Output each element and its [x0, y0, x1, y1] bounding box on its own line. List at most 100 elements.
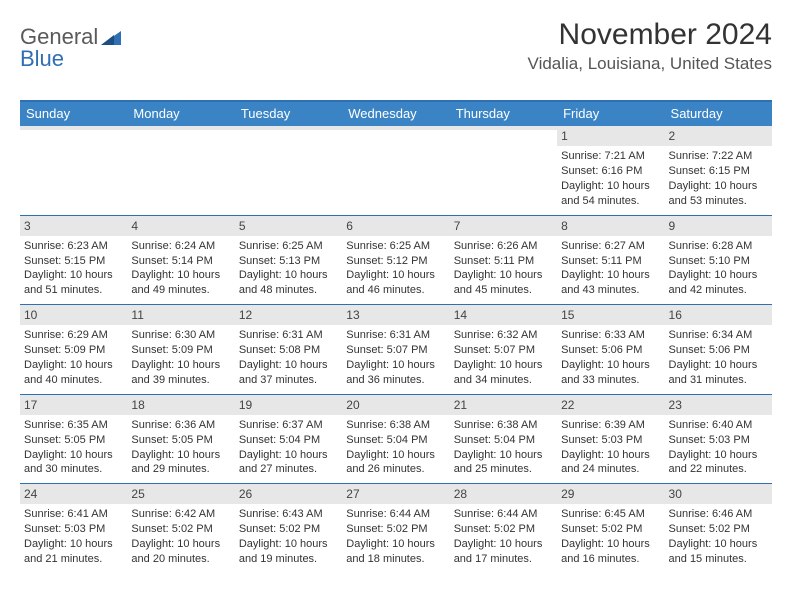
sunrise-text: Sunrise: 6:35 AM	[24, 418, 123, 433]
day-number: 8	[561, 218, 568, 234]
daylight-text: Daylight: 10 hours and 17 minutes.	[454, 537, 553, 567]
daylight-text: Daylight: 10 hours and 20 minutes.	[131, 537, 230, 567]
daylight-text: Daylight: 10 hours and 34 minutes.	[454, 358, 553, 388]
day-cell: 26Sunrise: 6:43 AMSunset: 5:02 PMDayligh…	[235, 484, 342, 573]
day-number: 11	[131, 307, 143, 323]
day-number-row: 17	[20, 395, 127, 415]
logo-text-blue: Blue	[20, 46, 64, 72]
day-number-row: 18	[127, 395, 234, 415]
sunrise-text: Sunrise: 6:31 AM	[239, 328, 338, 343]
daylight-text: Daylight: 10 hours and 22 minutes.	[669, 448, 768, 478]
sunrise-text: Sunrise: 6:43 AM	[239, 507, 338, 522]
daylight-text: Daylight: 10 hours and 18 minutes.	[346, 537, 445, 567]
day-cell: 9Sunrise: 6:28 AMSunset: 5:10 PMDaylight…	[665, 216, 772, 305]
day-cell: 2Sunrise: 7:22 AMSunset: 6:15 PMDaylight…	[665, 126, 772, 215]
day-number: 29	[561, 486, 574, 502]
day-number: 16	[669, 307, 682, 323]
daylight-text: Daylight: 10 hours and 37 minutes.	[239, 358, 338, 388]
sunset-text: Sunset: 5:11 PM	[454, 254, 553, 269]
daylight-text: Daylight: 10 hours and 51 minutes.	[24, 268, 123, 298]
day-cell: 18Sunrise: 6:36 AMSunset: 5:05 PMDayligh…	[127, 395, 234, 484]
day-number: 22	[561, 397, 574, 413]
day-cell	[127, 126, 234, 215]
daylight-text: Daylight: 10 hours and 33 minutes.	[561, 358, 660, 388]
page-header: General November 2024 Vidalia, Louisiana…	[20, 18, 772, 74]
daylight-text: Daylight: 10 hours and 16 minutes.	[561, 537, 660, 567]
day-number: 30	[669, 486, 682, 502]
day-number: 1	[561, 128, 568, 144]
sunset-text: Sunset: 5:02 PM	[131, 522, 230, 537]
sunset-text: Sunset: 5:02 PM	[561, 522, 660, 537]
sunrise-text: Sunrise: 6:33 AM	[561, 328, 660, 343]
day-cell: 6Sunrise: 6:25 AMSunset: 5:12 PMDaylight…	[342, 216, 449, 305]
day-number-row: 26	[235, 484, 342, 504]
week-row: 10Sunrise: 6:29 AMSunset: 5:09 PMDayligh…	[20, 304, 772, 394]
day-number-row	[450, 126, 557, 130]
daylight-text: Daylight: 10 hours and 39 minutes.	[131, 358, 230, 388]
sunset-text: Sunset: 5:10 PM	[669, 254, 768, 269]
day-cell: 13Sunrise: 6:31 AMSunset: 5:07 PMDayligh…	[342, 305, 449, 394]
sunset-text: Sunset: 5:05 PM	[131, 433, 230, 448]
sunset-text: Sunset: 5:07 PM	[454, 343, 553, 358]
sunset-text: Sunset: 5:03 PM	[24, 522, 123, 537]
day-cell: 19Sunrise: 6:37 AMSunset: 5:04 PMDayligh…	[235, 395, 342, 484]
day-number-row: 22	[557, 395, 664, 415]
day-cell: 15Sunrise: 6:33 AMSunset: 5:06 PMDayligh…	[557, 305, 664, 394]
sunset-text: Sunset: 5:11 PM	[561, 254, 660, 269]
day-number-row	[235, 126, 342, 130]
day-number: 17	[24, 397, 37, 413]
daylight-text: Daylight: 10 hours and 40 minutes.	[24, 358, 123, 388]
daylight-text: Daylight: 10 hours and 43 minutes.	[561, 268, 660, 298]
sunrise-text: Sunrise: 6:46 AM	[669, 507, 768, 522]
day-cell: 29 Sunrise: 6:45 AMSunset: 5:02 PMDayligh…	[557, 484, 664, 573]
day-number-row	[342, 126, 449, 130]
day-cell: 14Sunrise: 6:32 AMSunset: 5:07 PMDayligh…	[450, 305, 557, 394]
sunrise-text: Sunrise: 6:28 AM	[669, 239, 768, 254]
sunrise-text: Sunrise: 6:45 AM	[561, 507, 660, 522]
sunrise-text: Sunrise: 6:23 AM	[24, 239, 123, 254]
sunrise-text: Sunrise: 6:39 AM	[561, 418, 660, 433]
sunset-text: Sunset: 5:02 PM	[239, 522, 338, 537]
day-cell: 23Sunrise: 6:40 AMSunset: 5:03 PMDayligh…	[665, 395, 772, 484]
daylight-text: Daylight: 10 hours and 26 minutes.	[346, 448, 445, 478]
day-number-row: 12	[235, 305, 342, 325]
sunset-text: Sunset: 5:13 PM	[239, 254, 338, 269]
sunrise-text: Sunrise: 6:44 AM	[346, 507, 445, 522]
sunset-text: Sunset: 5:14 PM	[131, 254, 230, 269]
daylight-text: Daylight: 10 hours and 42 minutes.	[669, 268, 768, 298]
day-cell: 3Sunrise: 6:23 AMSunset: 5:15 PMDaylight…	[20, 216, 127, 305]
daylight-text: Daylight: 10 hours and 29 minutes.	[131, 448, 230, 478]
daylight-text: Daylight: 10 hours and 54 minutes.	[561, 179, 660, 209]
week-row: 3Sunrise: 6:23 AMSunset: 5:15 PMDaylight…	[20, 215, 772, 305]
sunrise-text: Sunrise: 6:24 AM	[131, 239, 230, 254]
day-number-row: 21	[450, 395, 557, 415]
day-number-row: 4	[127, 216, 234, 236]
day-header-row: Sunday Monday Tuesday Wednesday Thursday…	[20, 102, 772, 126]
day-cell: 12Sunrise: 6:31 AMSunset: 5:08 PMDayligh…	[235, 305, 342, 394]
day-number-row: 13	[342, 305, 449, 325]
week-row: 24Sunrise: 6:41 AMSunset: 5:03 PMDayligh…	[20, 483, 772, 573]
week-row: 17Sunrise: 6:35 AMSunset: 5:05 PMDayligh…	[20, 394, 772, 484]
sunrise-text: Sunrise: 6:25 AM	[346, 239, 445, 254]
day-cell: 1Sunrise: 7:21 AMSunset: 6:16 PMDaylight…	[557, 126, 664, 215]
sunset-text: Sunset: 5:04 PM	[239, 433, 338, 448]
daylight-text: Daylight: 10 hours and 48 minutes.	[239, 268, 338, 298]
day-number: 4	[131, 218, 138, 234]
day-number-row	[127, 126, 234, 130]
day-number: 7	[454, 218, 461, 234]
daylight-text: Daylight: 10 hours and 30 minutes.	[24, 448, 123, 478]
day-header-sunday: Sunday	[20, 102, 127, 126]
sunrise-text: Sunrise: 6:37 AM	[239, 418, 338, 433]
daylight-text: Daylight: 10 hours and 53 minutes.	[669, 179, 768, 209]
sunrise-text: Sunrise: 6:31 AM	[346, 328, 445, 343]
daylight-text: Daylight: 10 hours and 15 minutes.	[669, 537, 768, 567]
day-cell: 22Sunrise: 6:39 AMSunset: 5:03 PMDayligh…	[557, 395, 664, 484]
day-cell: 21Sunrise: 6:38 AMSunset: 5:04 PMDayligh…	[450, 395, 557, 484]
day-number: 21	[454, 397, 467, 413]
day-number-row: 1	[557, 126, 664, 146]
day-number: 3	[24, 218, 31, 234]
day-number-row: 7	[450, 216, 557, 236]
sunset-text: Sunset: 5:04 PM	[346, 433, 445, 448]
day-number: 23	[669, 397, 682, 413]
sunset-text: Sunset: 5:02 PM	[454, 522, 553, 537]
